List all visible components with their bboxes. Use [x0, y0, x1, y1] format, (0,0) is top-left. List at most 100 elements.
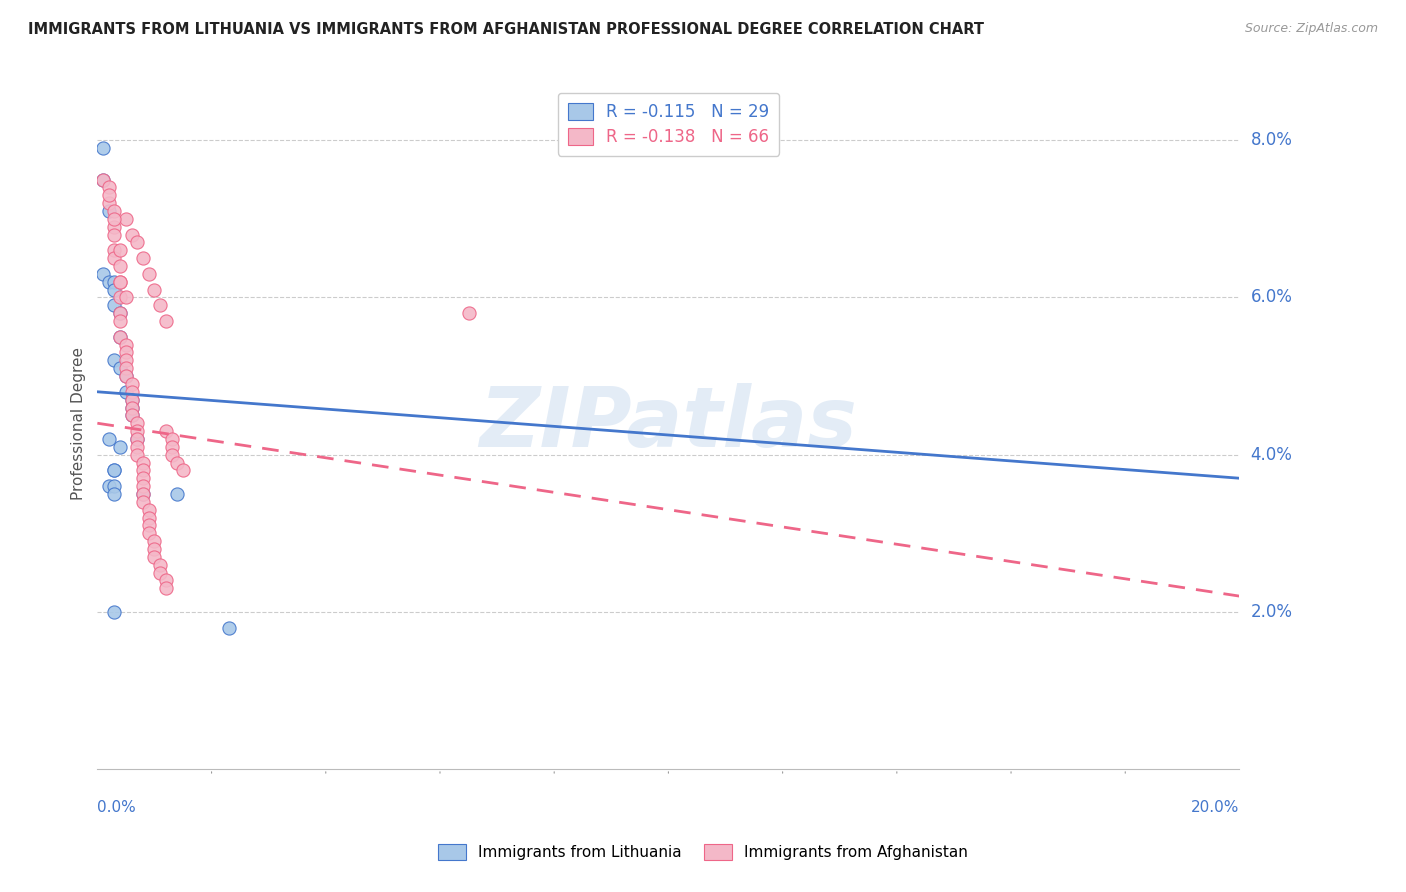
Point — [108, 275, 131, 289]
Point — [127, 424, 149, 438]
Point — [97, 432, 120, 446]
Point — [115, 369, 138, 384]
Point — [132, 487, 155, 501]
Point — [132, 495, 155, 509]
Point — [103, 283, 125, 297]
Point — [108, 306, 131, 320]
Point — [132, 487, 155, 501]
Point — [103, 204, 125, 219]
Point — [127, 432, 149, 446]
Point — [127, 448, 149, 462]
Point — [108, 275, 131, 289]
Point — [457, 306, 479, 320]
Point — [108, 330, 131, 344]
Point — [121, 227, 143, 242]
Point — [121, 401, 143, 415]
Text: IMMIGRANTS FROM LITHUANIA VS IMMIGRANTS FROM AFGHANISTAN PROFESSIONAL DEGREE COR: IMMIGRANTS FROM LITHUANIA VS IMMIGRANTS … — [28, 22, 984, 37]
Text: 2.0%: 2.0% — [1250, 603, 1292, 621]
Point — [172, 463, 194, 477]
Point — [115, 369, 138, 384]
Point — [115, 345, 138, 359]
Point — [132, 251, 155, 265]
Point — [97, 275, 120, 289]
Point — [97, 204, 120, 219]
Point — [121, 409, 143, 423]
Point — [97, 479, 120, 493]
Point — [132, 471, 155, 485]
Point — [115, 384, 138, 399]
Point — [143, 549, 166, 564]
Point — [91, 141, 114, 155]
Point — [103, 605, 125, 619]
Point — [121, 384, 143, 399]
Point — [143, 541, 166, 556]
Text: ZIPatlas: ZIPatlas — [479, 383, 858, 464]
Text: 8.0%: 8.0% — [1250, 131, 1292, 149]
Point — [108, 244, 131, 258]
Point — [103, 487, 125, 501]
Point — [121, 392, 143, 407]
Point — [155, 424, 177, 438]
Point — [166, 487, 188, 501]
Point — [149, 566, 172, 580]
Point — [155, 581, 177, 595]
Point — [115, 353, 138, 368]
Point — [143, 283, 166, 297]
Legend: R = -0.115   N = 29, R = -0.138   N = 66: R = -0.115 N = 29, R = -0.138 N = 66 — [558, 93, 779, 156]
Point — [108, 314, 131, 328]
Point — [132, 463, 155, 477]
Point — [149, 298, 172, 312]
Point — [91, 267, 114, 281]
Point — [138, 510, 160, 524]
Point — [155, 574, 177, 588]
Point — [166, 456, 188, 470]
Text: 4.0%: 4.0% — [1250, 446, 1292, 464]
Text: 6.0%: 6.0% — [1250, 288, 1292, 307]
Point — [127, 432, 149, 446]
Point — [160, 432, 183, 446]
Point — [149, 558, 172, 572]
Point — [97, 180, 120, 194]
Point — [127, 440, 149, 454]
Point — [103, 211, 125, 226]
Point — [103, 244, 125, 258]
Point — [103, 479, 125, 493]
Point — [108, 291, 131, 305]
Point — [103, 353, 125, 368]
Point — [138, 502, 160, 516]
Y-axis label: Professional Degree: Professional Degree — [72, 347, 86, 500]
Point — [121, 409, 143, 423]
Point — [103, 463, 125, 477]
Text: 0.0%: 0.0% — [97, 799, 136, 814]
Point — [160, 440, 183, 454]
Point — [143, 534, 166, 549]
Point — [103, 219, 125, 234]
Point — [155, 314, 177, 328]
Point — [103, 251, 125, 265]
Point — [115, 361, 138, 376]
Legend: Immigrants from Lithuania, Immigrants from Afghanistan: Immigrants from Lithuania, Immigrants fr… — [432, 838, 974, 866]
Point — [103, 298, 125, 312]
Point — [103, 227, 125, 242]
Point — [108, 330, 131, 344]
Text: 20.0%: 20.0% — [1191, 799, 1240, 814]
Point — [115, 211, 138, 226]
Point — [91, 172, 114, 186]
Point — [91, 172, 114, 186]
Point — [115, 291, 138, 305]
Point — [127, 416, 149, 430]
Point — [138, 526, 160, 541]
Point — [97, 196, 120, 211]
Point — [121, 401, 143, 415]
Point — [108, 361, 131, 376]
Point — [108, 259, 131, 273]
Point — [108, 306, 131, 320]
Text: Source: ZipAtlas.com: Source: ZipAtlas.com — [1244, 22, 1378, 36]
Point — [138, 267, 160, 281]
Point — [160, 448, 183, 462]
Point — [121, 376, 143, 391]
Point — [115, 337, 138, 351]
Point — [127, 235, 149, 250]
Point — [108, 440, 131, 454]
Point — [121, 392, 143, 407]
